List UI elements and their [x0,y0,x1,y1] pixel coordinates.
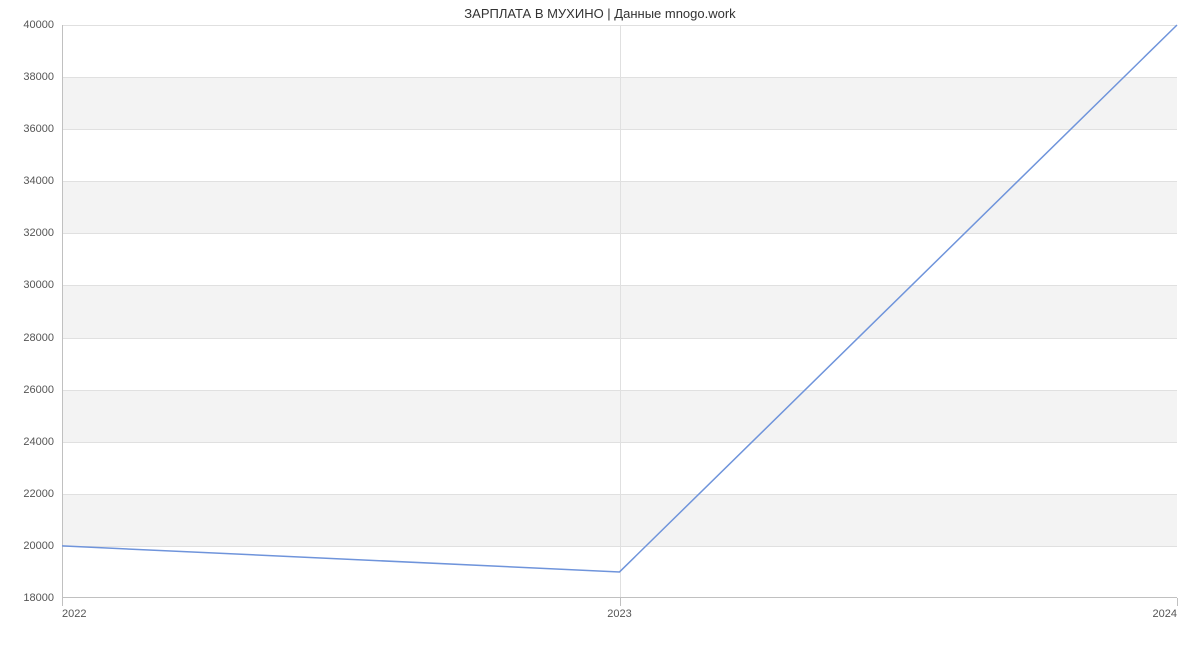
x-tick-label: 2023 [607,608,631,620]
x-tick [620,598,621,606]
chart-title: ЗАРПЛАТА В МУХИНО | Данные mnogo.work [0,6,1200,21]
y-tick-label: 36000 [23,123,54,135]
y-tick-label: 20000 [23,540,54,552]
y-tick-label: 28000 [23,332,54,344]
y-tick-label: 38000 [23,71,54,83]
data-line [62,25,1177,598]
x-tick-label: 2022 [62,608,86,620]
y-tick-label: 26000 [23,384,54,396]
chart-container: { "chart": { "type": "line", "title": "З… [0,0,1200,650]
y-tick-label: 22000 [23,488,54,500]
x-tick [62,598,63,606]
plot-area: 1800020000220002400026000280003000032000… [62,25,1177,598]
x-tick [1177,598,1178,606]
y-tick-label: 30000 [23,279,54,291]
y-tick-label: 32000 [23,227,54,239]
y-tick-label: 24000 [23,436,54,448]
y-tick-label: 40000 [23,19,54,31]
x-tick-label: 2024 [1153,608,1177,620]
y-tick-label: 34000 [23,175,54,187]
y-tick-label: 18000 [23,592,54,604]
